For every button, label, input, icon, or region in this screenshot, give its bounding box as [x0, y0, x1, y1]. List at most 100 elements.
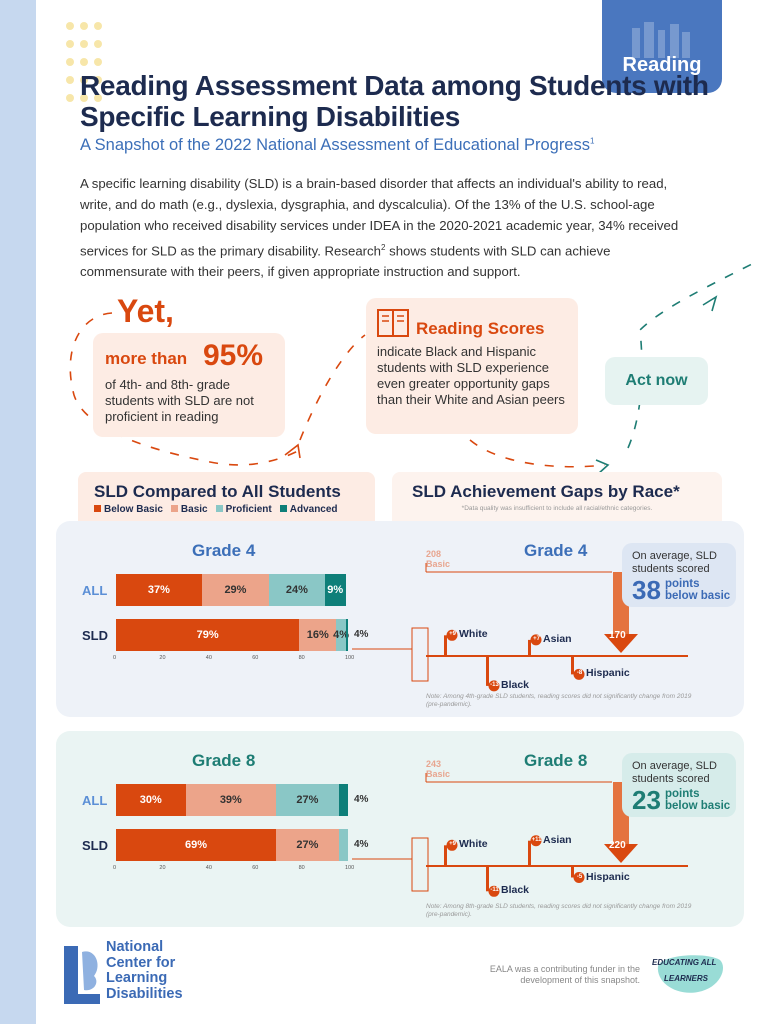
gap-category-black: Black	[501, 678, 530, 691]
legend-item: Proficient	[215, 504, 272, 515]
bar-segment: 24%	[269, 574, 325, 606]
gap-value-asian: +7	[533, 635, 540, 642]
intro-paragraph: A specific learning disability (SLD) is …	[80, 176, 679, 280]
bar-segment: 9%	[324, 574, 346, 606]
bar-segment: 30%	[116, 784, 186, 816]
gap-badge-white	[446, 629, 458, 641]
gap-category-asian: Asian	[543, 632, 572, 645]
decorative-dot	[80, 40, 88, 48]
callout-points-word: points	[665, 578, 700, 590]
gap-category-black: Black	[501, 884, 530, 897]
gap-badge-asian	[530, 634, 542, 646]
act-now-box: Act now	[605, 357, 708, 405]
gap-bar-white	[444, 635, 447, 656]
decorative-dot	[66, 22, 74, 30]
avg-callout: On average, SLD students scored 23 points b…	[622, 753, 736, 817]
gap-bar-white	[444, 845, 447, 866]
books-icon	[632, 22, 690, 58]
sld-gap-arrowhead	[604, 844, 638, 863]
gap-category-asian: Asian	[543, 833, 572, 846]
legend-item: Below Basic	[94, 504, 163, 515]
stat-95-description: of 4th- and 8th- grade students with SLD…	[105, 377, 254, 424]
gap-category-hispanic: Hispanic	[586, 870, 630, 883]
gap-chart-note: Note: Among 8th-grade SLD students, read…	[426, 903, 692, 918]
bar-segment	[338, 829, 348, 861]
stacked-chart-title: Grade 4	[192, 541, 256, 560]
side-bar	[0, 0, 36, 1024]
decorative-dots	[66, 22, 106, 122]
basic-score-label: 208 Basic	[426, 549, 450, 569]
bar-segment: 39%	[185, 784, 277, 816]
callout-below-basic: below basic	[665, 590, 731, 602]
page-title: Reading Assessment Data among Students w…	[80, 70, 709, 132]
x-tick-label: 60	[252, 865, 259, 871]
callout-points-word: points	[665, 788, 700, 800]
legend-swatch	[215, 505, 223, 512]
right-section-header: SLD Achievement Gaps by Race* *Data qual…	[392, 472, 722, 522]
legend: Below Basic Basic Proficient Advanced	[94, 504, 346, 515]
gap-chart-title: Grade 8	[524, 751, 588, 770]
callout-points-value: 38	[632, 575, 661, 605]
stat-95-box: more than 95% of 4th- and 8th- grade stu…	[93, 333, 285, 437]
book-icon	[377, 309, 409, 337]
gap-badge-black	[488, 885, 500, 897]
x-tick-label: 60	[252, 655, 259, 661]
decorative-dot	[80, 58, 88, 66]
row-label-sld: SLD	[82, 838, 108, 853]
x-tick-label: 100	[345, 865, 355, 871]
gap-bar-hispanic	[571, 866, 574, 878]
decorative-dot	[94, 94, 102, 102]
ncld-logo	[64, 946, 100, 1004]
bar-segment: 69%	[116, 829, 277, 861]
gap-bar-asian	[528, 639, 531, 656]
grade8-panel: Grade 8 ALL 30% 39% 27% 4% SLD 69% 27% 4% 0 20 40 60 8…	[56, 731, 744, 927]
gap-category-hispanic: Hispanic	[586, 667, 630, 680]
callout-below-basic: below basic	[665, 800, 731, 812]
ncld-logo-text: National Center for Learning Disabilities	[106, 939, 183, 1002]
gap-chart-title: Grade 4	[524, 541, 588, 560]
gap-badge-black	[488, 680, 500, 692]
x-tick-label: 0	[113, 865, 117, 871]
bar-segment: 16%	[299, 619, 337, 651]
gap-value-asian: +11	[531, 836, 542, 843]
legend-item: Advanced	[279, 504, 338, 515]
basic-score-value: 243	[426, 759, 442, 769]
legend-swatch	[94, 505, 101, 512]
eala-line2: LEARNERS	[664, 974, 709, 983]
gap-bar-asian	[528, 840, 531, 866]
category-tag: Reading	[602, 0, 722, 93]
basic-score-label: 243 Basic	[426, 759, 450, 779]
gap-badge-white	[446, 839, 458, 851]
gap-badge-asian	[530, 835, 542, 847]
act-now-label: Act now	[625, 372, 688, 389]
legend-item: Basic	[170, 504, 208, 515]
basic-score-sub: Basic	[426, 559, 451, 569]
row-label-all: ALL	[82, 583, 108, 598]
bar-segment	[345, 619, 348, 651]
tag-label: Reading	[622, 54, 702, 76]
gap-value-hispanic: -8	[576, 670, 583, 677]
gap-value-white: +9	[449, 631, 456, 638]
sld-average-label: 170	[609, 630, 626, 641]
footer-note: EALA was a contributing funder in the de…	[489, 964, 640, 985]
x-tick-label: 0	[113, 655, 117, 661]
bar-segment: 79%	[116, 619, 300, 651]
grade4-panel: Grade 4 ALL 37% 29% 24% 9% SLD 79% 16% 4% 4% 0 20 40 6…	[56, 521, 744, 717]
connector-bracket	[352, 837, 429, 892]
stacked-chart-title: Grade 8	[192, 751, 256, 770]
bar-segment	[338, 784, 348, 816]
row-label-sld: SLD	[82, 628, 108, 643]
legend-label: Basic	[180, 504, 208, 515]
gap-chart-note: Note: Among 4th-grade SLD students, read…	[426, 693, 692, 708]
decorative-dot	[66, 76, 74, 84]
outside-label: 4%	[354, 839, 369, 850]
left-section-header: SLD Compared to All Students Below Basic…	[78, 472, 375, 522]
outside-label: 4%	[354, 629, 369, 640]
right-section-title: SLD Achievement Gaps by Race*	[412, 482, 680, 501]
gap-bar-black	[486, 656, 489, 686]
bar-segment: 27%	[276, 784, 339, 816]
right-section-note: *Data quality was insufficient to includ…	[461, 505, 653, 512]
bar-segment: 29%	[201, 574, 270, 606]
callout-points-value: 23	[632, 785, 661, 815]
connector-bracket	[352, 627, 429, 682]
